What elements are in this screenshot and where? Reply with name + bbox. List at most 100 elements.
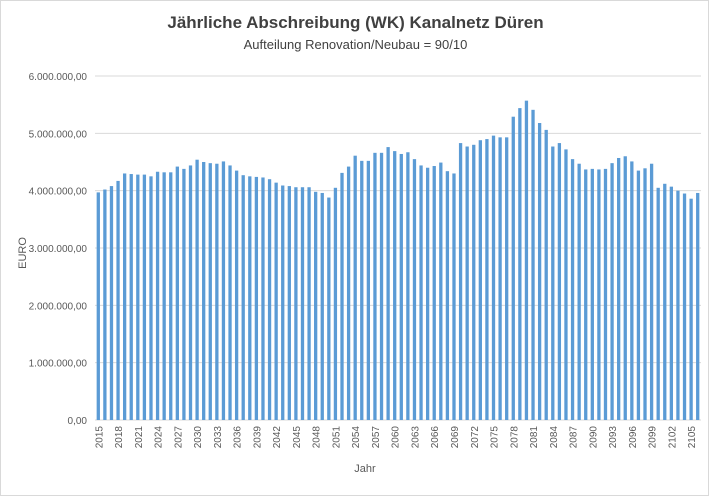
x-tick-label: 2105 xyxy=(687,426,698,449)
x-axis-ticks: 2015 2018 2021 2024 2027 2030 2033 2036 2039 2042… xyxy=(94,426,698,449)
bar xyxy=(465,146,469,420)
bar xyxy=(419,165,423,420)
y-tick-label: 3.000.000,00 xyxy=(29,244,88,255)
bar xyxy=(208,163,212,420)
bar xyxy=(610,163,614,420)
bar xyxy=(175,166,179,420)
x-tick-label: 2048 xyxy=(312,426,323,449)
gridlines xyxy=(95,75,701,421)
chart-title: Jährliche Abschreibung (WK) Kanalnetz Dü… xyxy=(167,13,544,32)
bar xyxy=(169,172,173,420)
x-tick-label: 2024 xyxy=(154,426,165,449)
bar xyxy=(307,187,311,420)
bar xyxy=(353,155,357,420)
bar xyxy=(142,174,147,420)
bar xyxy=(399,153,403,420)
bar xyxy=(195,159,199,420)
bar xyxy=(544,129,548,421)
bar xyxy=(498,137,502,420)
bar xyxy=(320,192,324,420)
chart-subtitle: Aufteilung Renovation/Neubau = 90/10 xyxy=(243,37,468,52)
x-tick-label: 2066 xyxy=(430,426,441,449)
bar xyxy=(366,160,371,420)
bar xyxy=(294,187,298,420)
bar xyxy=(149,176,153,420)
bar xyxy=(623,156,627,420)
bar xyxy=(281,185,285,420)
x-tick-label: 2102 xyxy=(667,426,678,449)
bar xyxy=(267,179,272,420)
bar xyxy=(432,166,436,420)
bar xyxy=(452,173,456,420)
bar xyxy=(524,100,529,421)
bar xyxy=(406,152,410,420)
bar xyxy=(537,123,542,420)
bar xyxy=(248,176,252,420)
x-tick-label: 2078 xyxy=(509,426,520,449)
x-tick-label: 2081 xyxy=(529,426,540,449)
bar xyxy=(136,174,140,420)
bar xyxy=(472,144,476,421)
bar xyxy=(570,159,575,420)
bar xyxy=(215,163,219,420)
bar xyxy=(386,147,390,421)
bar xyxy=(564,149,568,421)
bar xyxy=(122,173,127,420)
bar xyxy=(333,187,338,420)
x-tick-label: 2072 xyxy=(470,426,481,449)
x-tick-label: 2069 xyxy=(450,426,461,449)
bar xyxy=(116,180,120,420)
y-tick-label: 0,00 xyxy=(68,416,88,427)
bar xyxy=(346,166,351,420)
bar xyxy=(617,157,621,420)
bar xyxy=(340,172,344,420)
bar xyxy=(590,168,594,420)
x-tick-label: 2057 xyxy=(371,426,382,449)
bar xyxy=(234,170,239,420)
x-tick-label: 2084 xyxy=(549,426,560,449)
x-tick-label: 2039 xyxy=(252,426,263,449)
y-axis-label: EURO xyxy=(17,237,29,269)
bar xyxy=(557,143,562,420)
bar xyxy=(109,186,114,420)
bar xyxy=(129,174,133,420)
bar xyxy=(182,168,186,420)
bar xyxy=(663,183,667,420)
bar xyxy=(202,162,206,420)
x-tick-label: 2015 xyxy=(94,426,105,449)
bar xyxy=(696,192,700,420)
x-tick-label: 2018 xyxy=(114,426,125,449)
bar xyxy=(551,146,555,420)
y-tick-label: 1.000.000,00 xyxy=(29,359,88,370)
bar xyxy=(287,186,291,420)
bar xyxy=(103,189,107,420)
x-tick-label: 2051 xyxy=(331,426,342,449)
bar xyxy=(603,168,608,420)
x-axis-label: Jahr xyxy=(354,463,376,475)
bar xyxy=(485,139,489,421)
bar xyxy=(669,186,674,420)
y-tick-label: 4.000.000,00 xyxy=(29,187,88,198)
bar xyxy=(379,152,384,420)
bar xyxy=(656,187,660,420)
bar xyxy=(505,137,509,420)
x-tick-label: 2021 xyxy=(134,426,145,449)
bar xyxy=(360,160,364,420)
y-tick-label: 2.000.000,00 xyxy=(29,301,88,312)
bar xyxy=(636,170,641,420)
x-tick-label: 2087 xyxy=(569,426,580,449)
bar xyxy=(261,177,265,420)
x-tick-label: 2063 xyxy=(410,426,421,449)
bar xyxy=(254,176,259,420)
x-tick-label: 2093 xyxy=(608,426,619,449)
bar xyxy=(643,168,647,420)
bar xyxy=(373,152,377,420)
bar xyxy=(518,108,522,421)
bar xyxy=(577,163,581,420)
bar xyxy=(439,162,443,420)
bar xyxy=(412,159,417,420)
y-tick-label: 5.000.000,00 xyxy=(29,129,88,140)
bar xyxy=(393,151,397,420)
